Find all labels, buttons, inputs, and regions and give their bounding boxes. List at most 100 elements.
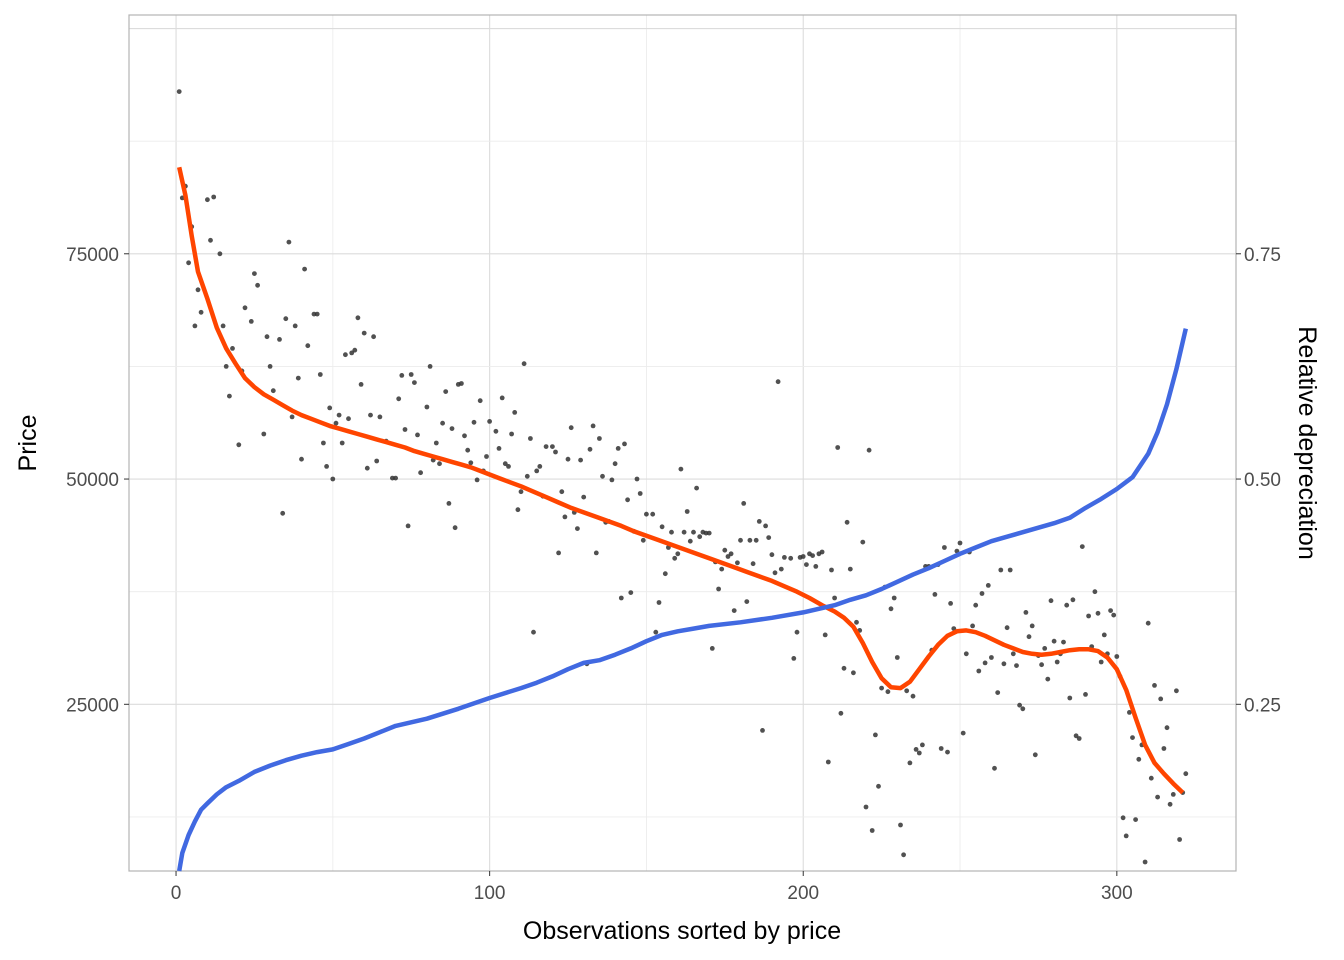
data-point xyxy=(637,491,643,496)
data-point xyxy=(841,665,847,671)
data-point xyxy=(769,552,775,558)
data-point xyxy=(399,373,405,378)
data-point xyxy=(1120,815,1126,821)
data-point xyxy=(339,440,345,446)
data-point xyxy=(659,524,665,530)
data-point xyxy=(499,395,505,401)
data-point xyxy=(1073,733,1079,739)
data-point xyxy=(763,523,768,529)
data-point xyxy=(1020,706,1026,712)
data-point xyxy=(766,535,772,540)
data-point xyxy=(628,590,634,595)
trend-lines xyxy=(176,166,1188,872)
data-point xyxy=(393,475,398,481)
y-tick-label: 25000 xyxy=(66,695,119,716)
x-tick-label: 300 xyxy=(1101,883,1133,904)
data-point xyxy=(581,494,587,500)
data-point xyxy=(550,444,555,449)
data-point xyxy=(985,583,991,588)
data-point xyxy=(963,651,969,657)
panel-border xyxy=(128,14,1237,872)
data-point xyxy=(907,760,913,766)
data-point xyxy=(437,461,442,467)
data-point xyxy=(568,425,574,431)
data-point xyxy=(722,547,728,553)
data-point xyxy=(477,398,483,404)
data-point xyxy=(753,537,759,543)
data-point xyxy=(835,445,841,450)
data-point xyxy=(1161,746,1167,751)
data-point xyxy=(829,567,834,573)
data-point xyxy=(321,440,326,446)
data-point xyxy=(901,852,906,858)
grid xyxy=(129,15,1236,871)
data-point xyxy=(600,473,605,479)
data-point xyxy=(653,629,659,635)
x-tick-label: 100 xyxy=(474,883,506,904)
data-point xyxy=(487,419,492,424)
data-point xyxy=(578,457,583,463)
data-point xyxy=(358,382,364,387)
data-point xyxy=(280,510,286,516)
y2-tick-label: 0.25 xyxy=(1244,695,1281,716)
data-point xyxy=(1098,659,1104,665)
data-point xyxy=(1123,833,1129,839)
data-point xyxy=(484,454,489,459)
data-point xyxy=(1145,620,1151,626)
data-point xyxy=(1010,651,1016,657)
data-point xyxy=(731,608,737,613)
data-point xyxy=(543,444,549,449)
data-point xyxy=(1023,610,1029,615)
data-point xyxy=(989,655,994,660)
data-point xyxy=(640,537,646,543)
data-point xyxy=(1039,662,1044,668)
data-point xyxy=(223,364,229,369)
data-point xyxy=(1177,837,1182,842)
data-point xyxy=(898,822,903,828)
data-point xyxy=(597,436,602,441)
data-point xyxy=(252,271,257,276)
data-point xyxy=(1183,771,1189,777)
data-point xyxy=(261,431,267,437)
data-point xyxy=(716,586,721,592)
data-point xyxy=(368,412,373,418)
data-point xyxy=(302,266,307,272)
data-point xyxy=(230,346,235,351)
data-point xyxy=(408,372,414,377)
data-point xyxy=(327,405,333,411)
data-point xyxy=(590,423,596,429)
data-point xyxy=(565,456,571,462)
data-point xyxy=(1079,544,1085,549)
data-point xyxy=(725,554,731,559)
data-point xyxy=(427,364,433,369)
data-point xyxy=(675,551,681,557)
data-point xyxy=(687,538,693,544)
data-point xyxy=(694,485,699,491)
data-point xyxy=(1158,696,1164,702)
data-point xyxy=(277,337,282,342)
data-point xyxy=(948,601,953,606)
data-point xyxy=(556,550,561,556)
data-point xyxy=(612,461,618,467)
data-point xyxy=(299,456,304,462)
data-point xyxy=(192,323,198,329)
data-point xyxy=(932,592,938,597)
data-point xyxy=(894,655,900,660)
data-point xyxy=(662,571,668,577)
y-tick-label: 50000 xyxy=(66,470,119,491)
data-point xyxy=(973,602,979,608)
data-point xyxy=(1148,775,1154,781)
data-point xyxy=(1076,736,1082,741)
data-point xyxy=(1070,597,1076,603)
data-point xyxy=(343,352,348,358)
data-point xyxy=(493,428,499,434)
data-point xyxy=(775,379,781,385)
data-point xyxy=(891,595,897,601)
data-point xyxy=(709,646,715,651)
data-point xyxy=(634,476,640,482)
data-point xyxy=(1155,794,1160,800)
data-point xyxy=(248,319,254,324)
data-point xyxy=(364,465,370,471)
data-point xyxy=(374,458,380,464)
